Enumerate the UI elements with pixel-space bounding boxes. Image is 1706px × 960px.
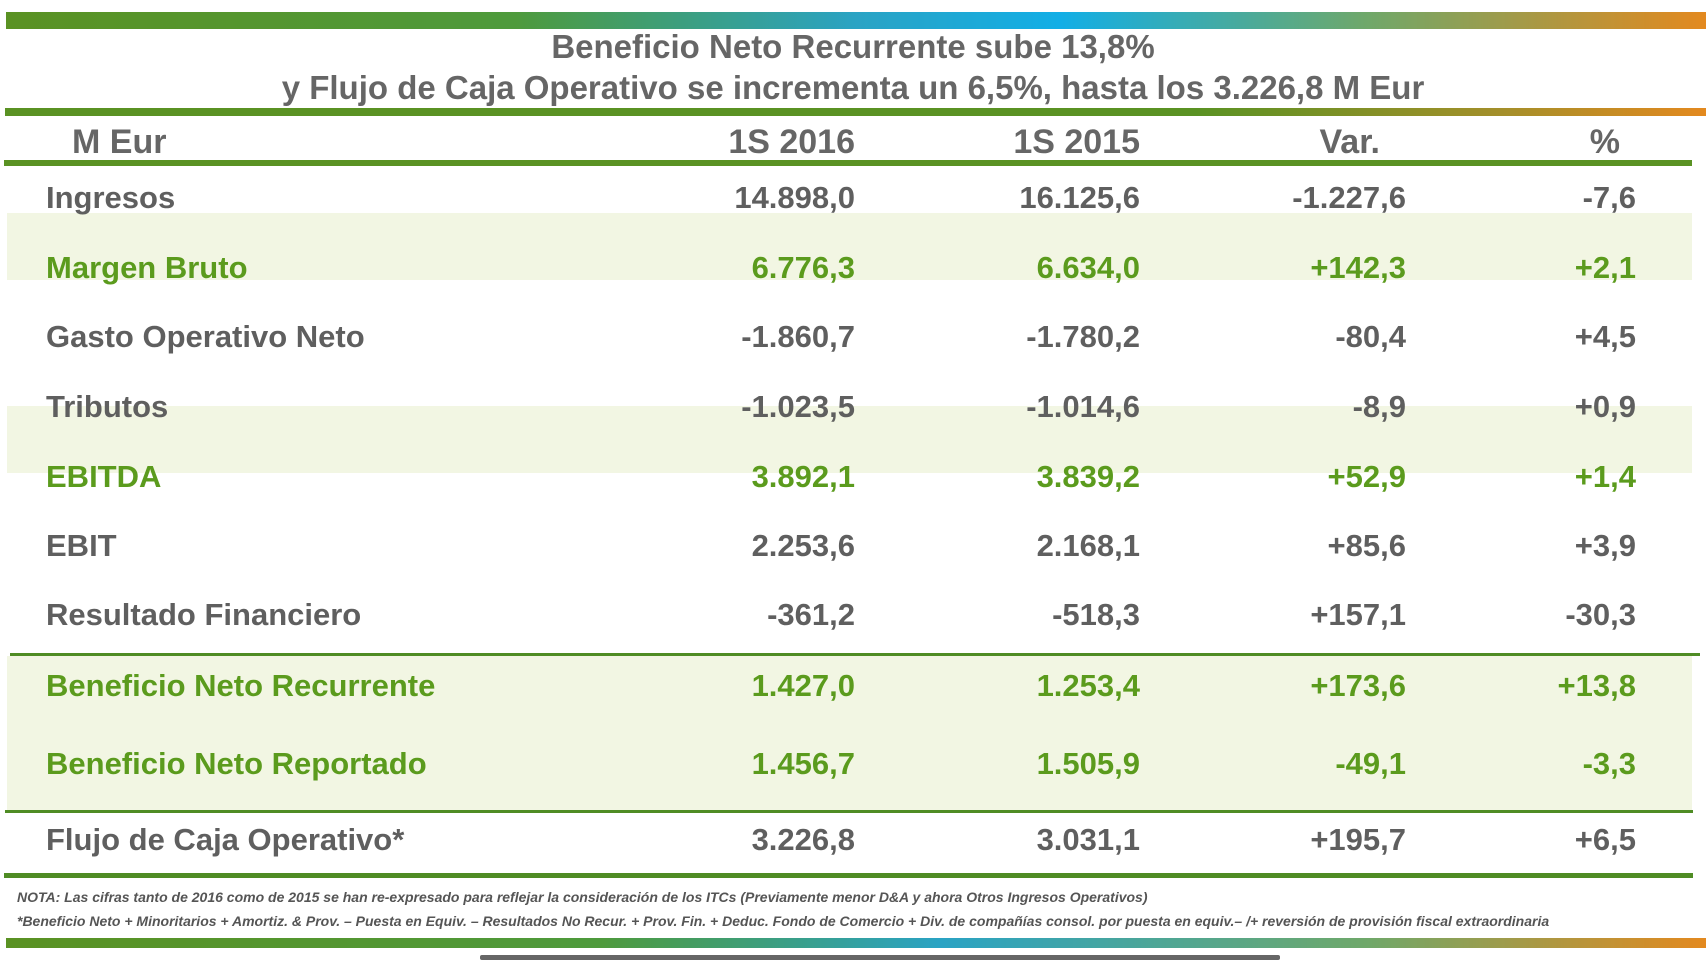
section-divider-middle <box>5 810 1693 813</box>
table-row: EBITDA 3.892,1 3.839,2 +52,9 +1,4 <box>0 459 1706 503</box>
value-1s-2015: 16.125,6 <box>1019 180 1140 215</box>
value-pct: +1,4 <box>1574 459 1636 494</box>
header-var: Var. <box>1319 123 1380 161</box>
row-label: EBITDA <box>46 459 162 494</box>
top-gradient-bar <box>6 12 1706 29</box>
value-1s-2016: -1.860,7 <box>741 319 855 354</box>
table-row: Tributos -1.023,5 -1.014,6 -8,9 +0,9 <box>0 389 1706 433</box>
cut-off-next-title <box>480 947 1280 960</box>
table-row: Gasto Operativo Neto -1.860,7 -1.780,2 -… <box>0 319 1706 363</box>
value-pct: +0,9 <box>1574 389 1636 424</box>
value-1s-2016: 1.456,7 <box>751 746 855 781</box>
value-var: -8,9 <box>1352 389 1406 424</box>
restatement-note: NOTA: Las cifras tanto de 2016 como de 2… <box>17 889 1148 905</box>
value-1s-2016: 2.253,6 <box>751 528 855 563</box>
value-1s-2016: 3.226,8 <box>751 822 855 857</box>
header-pct: % <box>1589 123 1620 161</box>
row-label: Margen Bruto <box>46 250 248 285</box>
value-pct: +2,1 <box>1574 250 1636 285</box>
header-1s-2016: 1S 2016 <box>728 123 855 161</box>
slide-title-line-2: y Flujo de Caja Operativo se incrementa … <box>281 69 1425 106</box>
value-1s-2015: 3.839,2 <box>1036 459 1140 494</box>
table-row: Flujo de Caja Operativo* 3.226,8 3.031,1… <box>0 822 1706 866</box>
value-var: +85,6 <box>1327 528 1406 563</box>
value-1s-2016: 3.892,1 <box>751 459 855 494</box>
row-label: Resultado Financiero <box>46 597 362 632</box>
value-1s-2015: 2.168,1 <box>1036 528 1140 563</box>
section-divider-top <box>10 653 1700 656</box>
value-1s-2016: -1.023,5 <box>741 389 855 424</box>
value-var: +157,1 <box>1310 597 1406 632</box>
value-pct: +6,5 <box>1574 822 1636 857</box>
title-underline-bar <box>5 108 1706 116</box>
table-row: Beneficio Neto Recurrente 1.427,0 1.253,… <box>0 668 1706 712</box>
table-row: Ingresos 14.898,0 16.125,6 -1.227,6 -7,6 <box>0 180 1706 224</box>
value-1s-2015: -1.014,6 <box>1026 389 1140 424</box>
value-pct: -3,3 <box>1582 746 1636 781</box>
row-label: Beneficio Neto Reportado <box>46 746 427 781</box>
value-var: -80,4 <box>1335 319 1406 354</box>
highlight-band-beneficio <box>7 656 1692 811</box>
table-row: EBIT 2.253,6 2.168,1 +85,6 +3,9 <box>0 528 1706 572</box>
table-row: Beneficio Neto Reportado 1.456,7 1.505,9… <box>0 746 1706 790</box>
value-pct: +13,8 <box>1557 668 1636 703</box>
table-row: Resultado Financiero -361,2 -518,3 +157,… <box>0 597 1706 641</box>
value-1s-2015: 1.253,4 <box>1036 668 1140 703</box>
value-var: -49,1 <box>1335 746 1406 781</box>
row-label: Beneficio Neto Recurrente <box>46 668 436 703</box>
table-bottom-line <box>4 873 1693 878</box>
row-label: Tributos <box>46 389 169 424</box>
row-label: Ingresos <box>46 180 176 215</box>
header-unit: M Eur <box>72 123 167 161</box>
highlight-band-margen-bruto <box>7 213 1692 280</box>
row-label: EBIT <box>46 528 117 563</box>
value-var: +173,6 <box>1310 668 1406 703</box>
highlight-band-ebitda <box>7 406 1692 473</box>
value-1s-2016: 6.776,3 <box>751 250 855 285</box>
value-1s-2016: -361,2 <box>767 597 855 632</box>
bottom-gradient-bar <box>6 938 1706 948</box>
value-pct: +3,9 <box>1574 528 1636 563</box>
header-underline <box>4 160 1692 166</box>
value-1s-2015: -1.780,2 <box>1026 319 1140 354</box>
table-row: Margen Bruto 6.776,3 6.634,0 +142,3 +2,1 <box>0 250 1706 294</box>
slide-title-line-1: Beneficio Neto Recurrente sube 13,8% <box>551 28 1155 65</box>
value-var: +52,9 <box>1327 459 1406 494</box>
row-label: Flujo de Caja Operativo* <box>46 822 405 857</box>
value-1s-2016: 14.898,0 <box>734 180 855 215</box>
value-1s-2016: 1.427,0 <box>751 668 855 703</box>
footnote-definition: *Beneficio Neto + Minoritarios + Amortiz… <box>17 913 1550 929</box>
value-pct: +4,5 <box>1574 319 1636 354</box>
value-var: -1.227,6 <box>1292 180 1406 215</box>
value-1s-2015: 3.031,1 <box>1036 822 1140 857</box>
row-label: Gasto Operativo Neto <box>46 319 365 354</box>
value-1s-2015: -518,3 <box>1052 597 1140 632</box>
value-1s-2015: 6.634,0 <box>1036 250 1140 285</box>
value-pct: -7,6 <box>1582 180 1636 215</box>
value-var: +195,7 <box>1310 822 1406 857</box>
value-pct: -30,3 <box>1565 597 1636 632</box>
header-1s-2015: 1S 2015 <box>1013 123 1140 161</box>
value-var: +142,3 <box>1310 250 1406 285</box>
value-1s-2015: 1.505,9 <box>1036 746 1140 781</box>
